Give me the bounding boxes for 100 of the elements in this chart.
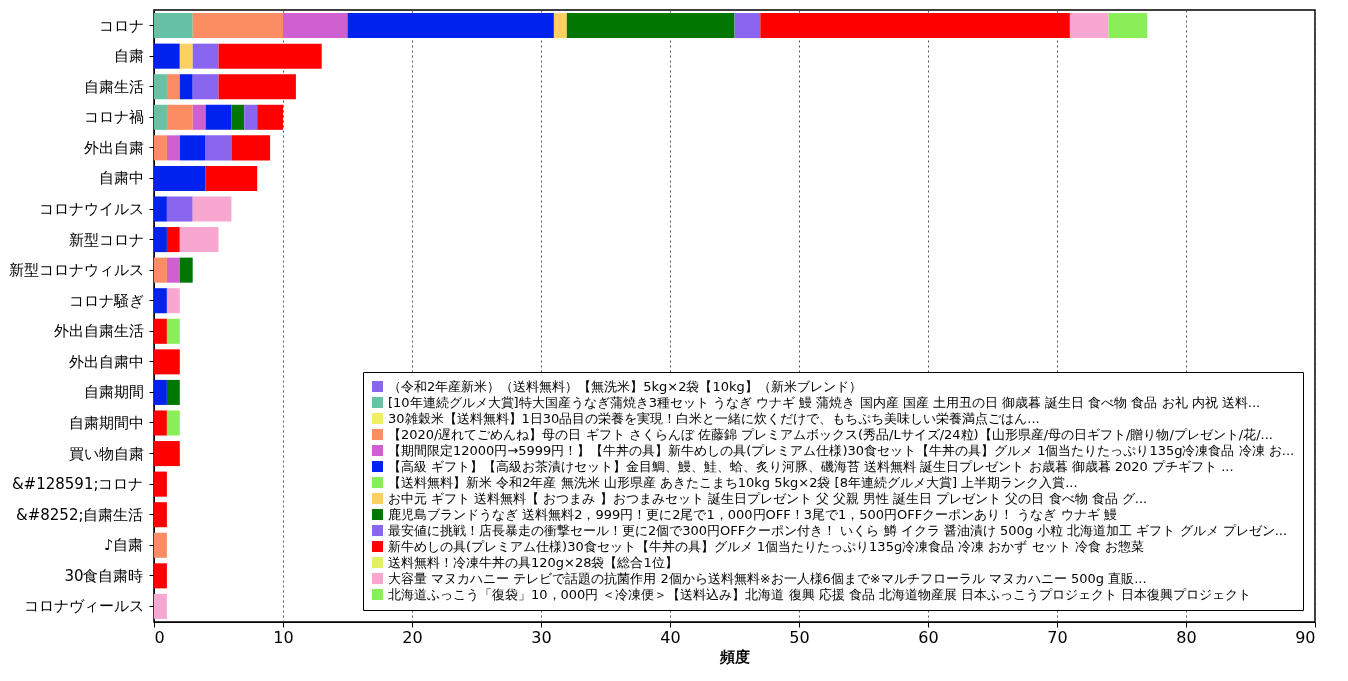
bar <box>166 257 180 283</box>
legend-label: お中元 ギフト 送料無料【 おつまみ 】おつまみセット 誕生日プレゼント 父 父親 男性 誕生日 プレゼント 父の日 食べ物 食品 グ... <box>388 490 1148 506</box>
y-tick-label: 外出自粛中 <box>68 352 144 371</box>
legend-label: （令和2年産新米）（送料無料）【無洗米】5kg×2袋【10kg】（新米ブレンド） <box>388 378 862 394</box>
legend-label: 北海道ふっこう「復袋」10，000円 ＜冷凍便＞【送料込み】北海道 復興 応援 食品 北海道物産展 日本ふっこうプロジェクト 日本復興プロジェクト <box>388 586 1252 602</box>
bar <box>154 379 167 405</box>
bar <box>734 13 761 39</box>
legend-label: 最安値に挑戦！店長暴走の衝撃セール！更に2個で300円OFFクーポン付き！ いくら 鱒 イクラ 醤油漬け 500g 小粒 北海道加工 ギフト グルメ プレゼン... <box>388 522 1288 538</box>
y-tick-label: コロナ <box>98 16 144 35</box>
bar <box>179 43 193 69</box>
bar <box>154 288 167 314</box>
bar <box>205 135 232 161</box>
y-tick-label: &#128591;コロナ <box>11 475 144 494</box>
bar <box>283 13 348 39</box>
bar <box>154 165 206 191</box>
y-tick-label: 外出自粛 <box>83 138 144 157</box>
bar <box>154 563 167 589</box>
bar <box>154 593 167 619</box>
bar <box>154 532 167 558</box>
bar <box>231 135 271 161</box>
bar <box>154 502 167 528</box>
bar <box>760 13 1070 39</box>
bar <box>192 43 219 69</box>
legend-label: [10年連続グルメ大賞]特大国産うなぎ蒲焼き3種セット うなぎ ウナギ 鰻 蒲焼き 国内産 国産 土用丑の日 御歳暮 誕生日 食べ物 食品 お礼 内祝 送料... <box>388 394 1261 410</box>
bar <box>154 471 167 497</box>
y-tick-label: 買い物自粛 <box>68 444 144 463</box>
bar <box>166 104 193 130</box>
bar <box>192 104 206 130</box>
bar <box>154 441 180 467</box>
bar <box>154 135 167 161</box>
legend-label: 新牛めしの具(プレミアム仕様)30食セット【牛丼の具】グルメ 1個当たりたっぷり135g冷凍食品 冷凍 おかず セット 冷食 お惣菜 <box>388 538 1144 554</box>
y-tick-label: ♪自粛 <box>103 536 144 555</box>
bar <box>154 43 180 69</box>
bar <box>218 43 322 69</box>
bar <box>166 288 180 314</box>
x-axis-title: 頻度 <box>719 647 750 666</box>
y-tick-label: 新型コロナウィルス <box>8 261 144 280</box>
bar <box>205 165 258 191</box>
bar <box>166 74 180 100</box>
x-tick-label: 10 <box>273 627 294 647</box>
bar <box>244 104 258 130</box>
y-tick-label: コロナウイルス <box>38 200 144 219</box>
bar <box>179 257 193 283</box>
bar <box>205 104 232 130</box>
bar <box>553 13 567 39</box>
y-tick-label: 自粛期間中 <box>68 413 144 432</box>
x-tick-label: 60 <box>918 627 939 647</box>
y-tick-label: 自粛期間 <box>83 383 144 402</box>
bar <box>154 318 167 344</box>
y-tick-label: &#8252;自粛生活 <box>16 505 144 524</box>
y-tick-label: 30食自粛時 <box>64 566 144 585</box>
bar <box>566 13 735 39</box>
bar <box>154 13 193 39</box>
x-tick-label: 70 <box>1047 627 1068 647</box>
bar <box>166 135 180 161</box>
bar <box>179 135 206 161</box>
bar <box>231 104 245 130</box>
legend-label: 30雑穀米【送料無料】1日30品目の栄養を実現！白米と一緒に炊くだけで、もちぷち美味しい栄養満点ごはん... <box>388 410 1040 426</box>
y-tick-label: コロナ騒ぎ <box>68 291 144 310</box>
y-tick-label: コロナヴィールス <box>23 597 144 616</box>
legend-label: 【2020/遅れてごめんね】母の日 ギフト さくらんぼ 佐藤錦 プレミアムボックス(秀品/Lサイズ/24粒)【山形県産/母の日ギフト/贈り物/プレゼント/花/... <box>388 426 1273 442</box>
bar <box>179 74 193 100</box>
x-tick-label: 40 <box>660 627 681 647</box>
bar <box>192 196 232 222</box>
y-tick-label: 自粛 <box>113 47 144 66</box>
x-tick-label: 50 <box>789 627 810 647</box>
bar <box>154 74 167 100</box>
x-tick-label: 80 <box>1176 627 1197 647</box>
bar <box>154 410 167 436</box>
y-tick-label: 外出自粛生活 <box>53 322 144 341</box>
legend-label: 【送料無料】新米 令和2年産 無洗米 山形県産 あきたこまち10kg 5kg×2袋 [8年連続グルメ大賞] 上半期ランク入賞... <box>388 474 1078 490</box>
legend-label: 【高級 ギフト】【高級お茶漬けセット】金目鯛、鰻、鮭、蛤、炙り河豚、磯海苔 送料無料 誕生日プレゼント お歳暮 御歳暮 2020 プチギフト ... <box>388 458 1234 474</box>
bar <box>192 74 219 100</box>
y-tick-label: 新型コロナ <box>68 230 144 249</box>
bar <box>179 227 219 253</box>
bar <box>166 410 180 436</box>
y-tick-label: 自粛生活 <box>83 77 144 96</box>
bar <box>166 227 180 253</box>
y-tick-label: コロナ禍 <box>83 108 144 127</box>
legend-label: 鹿児島ブランドうなぎ 送料無料2，999円！更に2尾で1，000円OFF！3尾で1，500円OFFクーポンあり！ うなぎ ウナギ 鰻 <box>388 506 1117 522</box>
bar <box>166 196 193 222</box>
x-tick-label: 30 <box>531 627 552 647</box>
legend-label: 送料無料！冷凍牛丼の具120g×28袋【総合1位】 <box>388 554 678 570</box>
legend-label: 【期間限定12000円→5999円！】【牛丼の具】新牛めしの具(プレミアム仕様)30食セット【牛丼の具】グルメ 1個当たりたっぷり135g冷凍食品 冷凍 お... <box>388 442 1295 458</box>
bar <box>154 227 167 253</box>
bar <box>154 196 167 222</box>
bar <box>257 104 283 130</box>
x-tick-label: 90 <box>1295 627 1316 647</box>
x-tick-label: 20 <box>402 627 423 647</box>
bar <box>154 349 180 375</box>
bar <box>154 104 167 130</box>
bar <box>1069 13 1109 39</box>
bar <box>1108 13 1148 39</box>
y-tick-label: 自粛中 <box>98 169 144 188</box>
bar <box>166 379 180 405</box>
legend-label: 大容量 マヌカハニー テレビで話題の抗菌作用 2個から送料無料※お一人様6個まで※マルチフローラル マヌカハニー 500g 直販... <box>388 570 1147 586</box>
bar <box>154 257 167 283</box>
bar <box>192 13 283 39</box>
x-tick-label: 0 <box>154 627 165 647</box>
bar <box>218 74 296 100</box>
